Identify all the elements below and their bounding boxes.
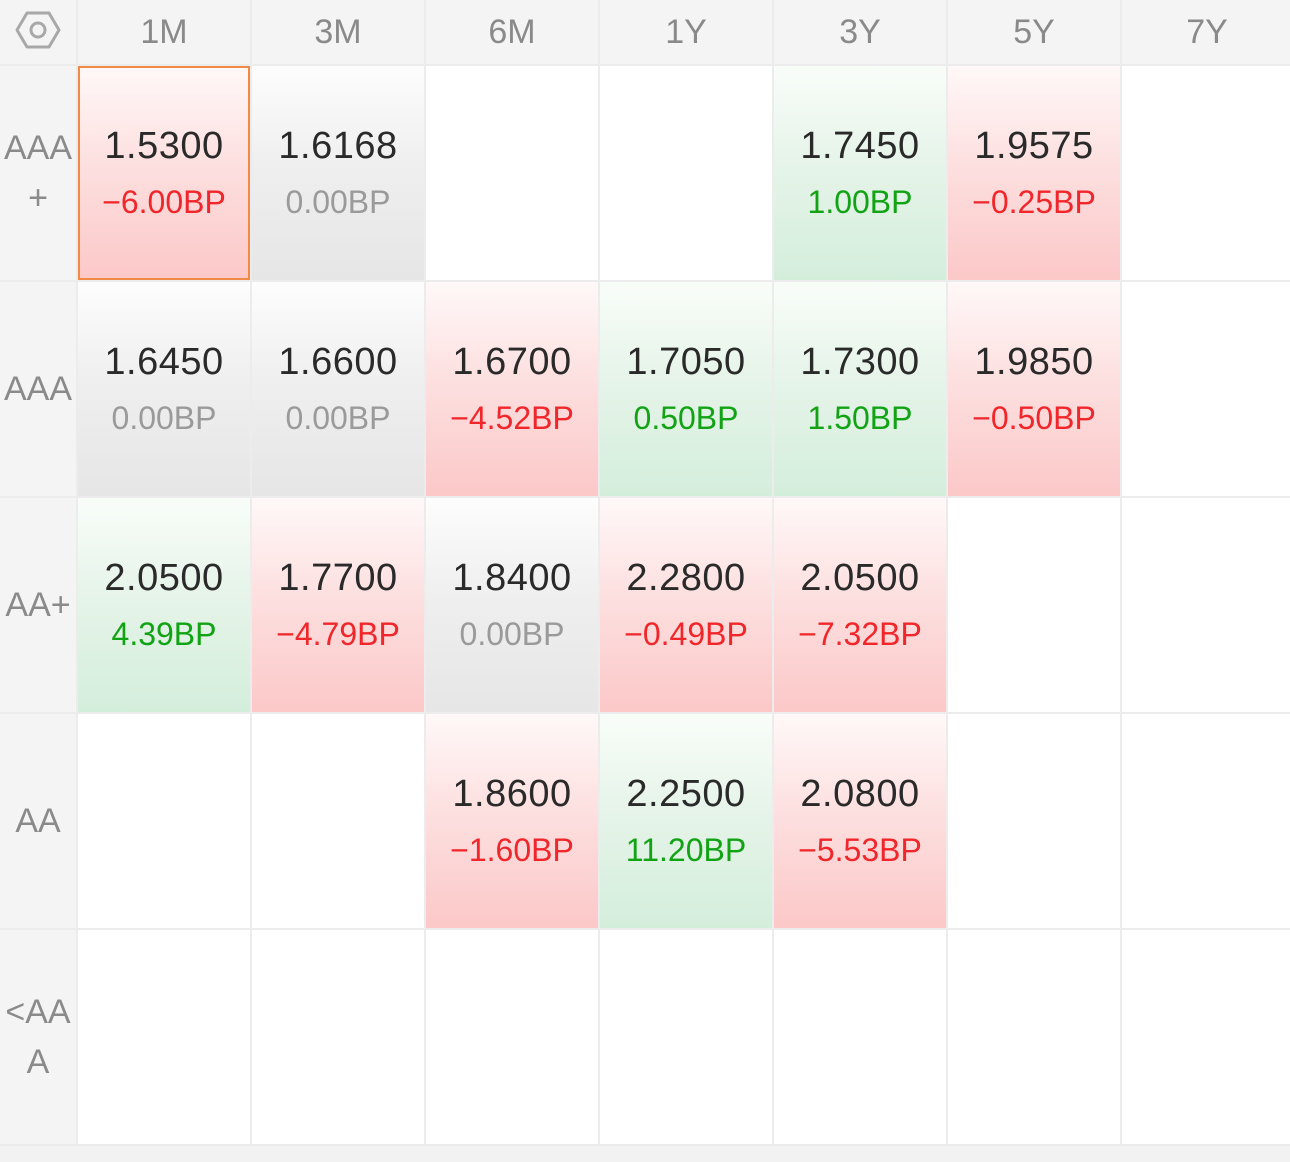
rate-change: 11.20BP [625,832,747,868]
rate-change: −6.00BP [102,184,226,220]
rate-value: 1.6168 [278,125,398,167]
empty-cell[interactable] [948,498,1120,712]
rate-change: 0.50BP [633,400,739,436]
empty-cell[interactable] [774,930,946,1144]
empty-cell[interactable] [252,714,424,928]
column-header-1y[interactable]: 1Y [600,0,772,64]
rate-value: 1.6450 [104,341,224,383]
empty-cell[interactable] [1122,714,1290,928]
empty-cell[interactable] [1122,498,1290,712]
rate-value: 2.2500 [626,773,746,815]
rate-change: −0.25BP [972,184,1096,220]
rate-value: 1.9575 [974,125,1094,167]
rate-value: 1.8600 [452,773,572,815]
hexagon-settings-icon [15,10,61,55]
rate-value: 1.8400 [452,557,572,599]
rate-cell[interactable]: 1.5300 −6.00BP [78,66,250,280]
rate-cell[interactable]: 1.7700 −4.79BP [252,498,424,712]
empty-cell[interactable] [600,66,772,280]
rate-value: 1.6600 [278,341,398,383]
rate-change: −4.79BP [276,616,400,652]
rate-cell[interactable]: 1.6450 0.00BP [78,282,250,496]
rate-value: 2.0500 [800,557,920,599]
rate-change: −0.50BP [972,400,1096,436]
empty-cell[interactable] [1122,930,1290,1144]
column-header-7y[interactable]: 7Y [1122,0,1290,64]
rate-cell[interactable]: 1.8600 −1.60BP [426,714,598,928]
rate-change: 0.00BP [459,616,565,652]
rate-change: −4.52BP [450,400,574,436]
rate-change: −5.53BP [798,832,922,868]
empty-cell[interactable] [600,930,772,1144]
row-header[interactable]: AAA+ [0,66,76,280]
rate-value: 2.0500 [104,557,224,599]
row-header[interactable]: <AAA [0,930,76,1144]
empty-cell[interactable] [1122,282,1290,496]
rate-value: 1.5300 [104,125,224,167]
empty-cell[interactable] [78,930,250,1144]
column-header-5y[interactable]: 5Y [948,0,1120,64]
empty-cell[interactable] [948,930,1120,1144]
row-header[interactable]: AA [0,714,76,928]
rate-value: 2.2800 [626,557,746,599]
rate-value: 1.7050 [626,341,746,383]
rate-cell[interactable]: 1.6168 0.00BP [252,66,424,280]
column-header-3m[interactable]: 3M [252,0,424,64]
column-header-6m[interactable]: 6M [426,0,598,64]
rate-value: 1.6700 [452,341,572,383]
rate-change: 1.50BP [807,400,913,436]
rate-cell[interactable]: 2.0800 −5.53BP [774,714,946,928]
rate-value: 2.0800 [800,773,920,815]
column-header-1m[interactable]: 1M [78,0,250,64]
empty-cell[interactable] [252,930,424,1144]
empty-cell[interactable] [948,714,1120,928]
rate-cell[interactable]: 1.7450 1.00BP [774,66,946,280]
empty-cell[interactable] [426,930,598,1144]
rate-cell[interactable]: 1.7300 1.50BP [774,282,946,496]
rate-cell[interactable]: 1.6700 −4.52BP [426,282,598,496]
rate-cell[interactable]: 1.9575 −0.25BP [948,66,1120,280]
rate-cell[interactable]: 2.0500 4.39BP [78,498,250,712]
rate-cell[interactable]: 1.8400 0.00BP [426,498,598,712]
rate-value: 1.7700 [278,557,398,599]
rate-change: 1.00BP [807,184,913,220]
row-header[interactable]: AA+ [0,498,76,712]
rate-cell[interactable]: 1.6600 0.00BP [252,282,424,496]
rate-value: 1.7300 [800,341,920,383]
empty-cell[interactable] [426,66,598,280]
footer-bar [0,1146,1290,1162]
column-header-3y[interactable]: 3Y [774,0,946,64]
rate-cell[interactable]: 1.7050 0.50BP [600,282,772,496]
rate-cell[interactable]: 2.0500 −7.32BP [774,498,946,712]
rate-value: 1.9850 [974,341,1094,383]
rate-change: −1.60BP [450,832,574,868]
settings-button[interactable] [0,0,76,64]
rate-cell[interactable]: 1.9850 −0.50BP [948,282,1120,496]
rate-change: −0.49BP [624,616,748,652]
row-header[interactable]: AAA [0,282,76,496]
empty-cell[interactable] [78,714,250,928]
rate-change: −7.32BP [798,616,922,652]
rate-cell[interactable]: 2.2500 11.20BP [600,714,772,928]
rate-change: 0.00BP [285,184,391,220]
rate-cell[interactable]: 2.2800 −0.49BP [600,498,772,712]
rate-change: 4.39BP [111,616,217,652]
rate-change: 0.00BP [285,400,391,436]
rate-value: 1.7450 [800,125,920,167]
empty-cell[interactable] [1122,66,1290,280]
rate-change: 0.00BP [111,400,217,436]
